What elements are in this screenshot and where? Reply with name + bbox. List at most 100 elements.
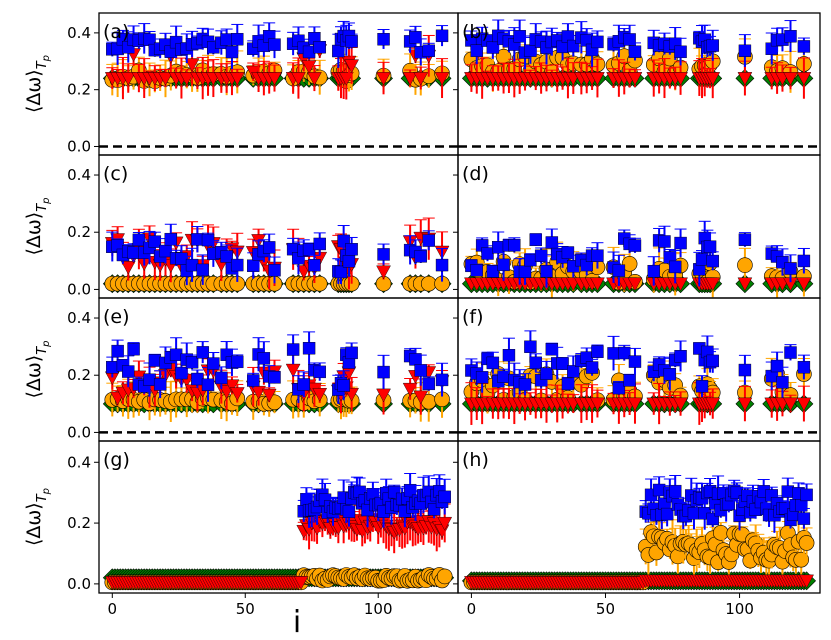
red-triangle-point — [376, 72, 391, 86]
blue-square-point — [612, 381, 626, 395]
blue-square-point — [262, 241, 276, 254]
blue-square-point — [784, 262, 797, 275]
blue-square-point — [377, 248, 390, 261]
panel-plot-area — [458, 330, 820, 434]
y-axis-title-main: ⟨Δω⟩ — [23, 502, 45, 546]
blue-square-point — [529, 233, 542, 247]
y-tick-label: 0.2 — [67, 514, 91, 532]
blue-square-point — [669, 260, 682, 274]
panels-layer: (a) (b) (c) (d) (e) (f) (g) (h) — [99, 19, 820, 591]
blue-square-point — [660, 507, 674, 521]
y-axis-title-subsubscript: p — [41, 55, 52, 62]
x-tick-label: 100 — [725, 600, 754, 618]
red-triangle-point — [799, 574, 814, 589]
red-triangle-point — [627, 397, 643, 412]
y-axis-title-main: ⟨Δω⟩ — [23, 212, 45, 256]
blue-square-point — [556, 357, 569, 370]
blue-square-point — [623, 374, 636, 387]
orange-circle-point — [420, 275, 437, 292]
blue-square-point — [286, 343, 300, 356]
red-triangle-point — [179, 72, 195, 86]
y-axis-title: ⟨Δω⟩Tp — [23, 488, 52, 546]
red-triangle-point — [590, 277, 605, 292]
red-triangle-point — [120, 261, 136, 275]
y-axis-title-subscript: T — [35, 60, 50, 69]
blue-square-point — [257, 352, 271, 365]
blue-square-point — [797, 40, 811, 53]
blue-square-point — [148, 354, 162, 367]
blue-square-point — [207, 357, 220, 370]
blue-square-point — [706, 254, 719, 268]
y-tick-label: 0.0 — [67, 423, 91, 441]
blue-square-point — [342, 505, 356, 518]
blue-square-point — [502, 349, 516, 362]
blue-square-point — [687, 507, 701, 520]
blue-square-point — [738, 363, 752, 377]
blue-square-point — [215, 371, 228, 385]
y-axis-title: ⟨Δω⟩Tp — [23, 197, 52, 255]
blue-square-point — [534, 249, 548, 263]
y-tick-label: 0.0 — [67, 137, 91, 155]
blue-square-point — [196, 346, 209, 359]
red-triangle-point — [673, 72, 688, 86]
y-axis-title: ⟨Δω⟩Tp — [23, 55, 52, 113]
blue-square-point — [738, 233, 752, 246]
blue-square-point — [332, 44, 345, 58]
blue-square-point — [540, 367, 553, 380]
blue-square-point — [591, 249, 604, 262]
y-axis-title-main: ⟨Δω⟩ — [23, 69, 45, 113]
ticks-layer: 0.00.20.4⟨Δω⟩Tp0.00.20.4⟨Δω⟩Tp0.00.20.4⟨… — [23, 24, 754, 618]
blue-square-point — [191, 233, 204, 246]
blue-square-point — [302, 342, 316, 355]
blue-square-point — [422, 377, 435, 391]
blue-square-point — [191, 372, 204, 386]
blue-square-point — [297, 378, 310, 391]
red-triangle-point — [796, 72, 812, 86]
panel-plot-area — [458, 19, 820, 148]
blue-square-point — [345, 243, 358, 256]
blue-square-point — [231, 32, 244, 46]
blue-square-point — [414, 364, 427, 377]
red-triangle-point — [705, 72, 721, 86]
red-triangle-point — [627, 72, 643, 86]
blue-square-point — [540, 264, 553, 278]
blue-square-point — [377, 365, 390, 379]
y-tick-label: 0.2 — [67, 81, 91, 99]
blue-square-point — [106, 361, 119, 374]
blue-square-point — [414, 250, 427, 263]
red-triangle-point — [224, 379, 240, 394]
red-triangle-point — [705, 397, 721, 412]
panel-frame — [457, 297, 821, 442]
panel-c: (c) — [102, 163, 452, 294]
blue-square-point — [377, 33, 390, 46]
orange-circle-point — [793, 551, 810, 568]
y-tick-label: 0.4 — [67, 166, 91, 184]
blue-square-point — [302, 243, 316, 256]
x-tick-label: 0 — [467, 600, 477, 618]
x-tick-label: 50 — [596, 600, 615, 618]
red-triangle-point — [673, 277, 688, 292]
blue-square-point — [770, 359, 784, 373]
y-tick-label: 0.4 — [67, 24, 91, 42]
y-axis-title-subscript: T — [35, 493, 50, 502]
red-triangle-point — [312, 388, 328, 402]
blue-square-point — [797, 361, 811, 374]
blue-square-point — [797, 512, 811, 525]
blue-square-point — [628, 45, 642, 58]
blue-square-point — [438, 490, 451, 504]
panel-label: (b) — [462, 21, 489, 43]
blue-square-point — [674, 236, 687, 250]
panel-label: (c) — [103, 163, 128, 185]
blue-square-point — [185, 355, 199, 369]
blue-square-point — [591, 345, 604, 358]
blue-square-point — [497, 258, 510, 272]
orange-circle-point — [712, 525, 729, 541]
y-axis-title-subsubscript: p — [41, 488, 52, 495]
y-axis-title-subscript: T — [35, 203, 50, 212]
blue-square-point — [247, 259, 260, 272]
blue-square-point — [518, 378, 532, 391]
blue-square-point — [403, 483, 417, 497]
blue-square-point — [674, 350, 687, 363]
orange-circle-point — [798, 535, 815, 551]
red-triangle-point — [402, 382, 418, 397]
